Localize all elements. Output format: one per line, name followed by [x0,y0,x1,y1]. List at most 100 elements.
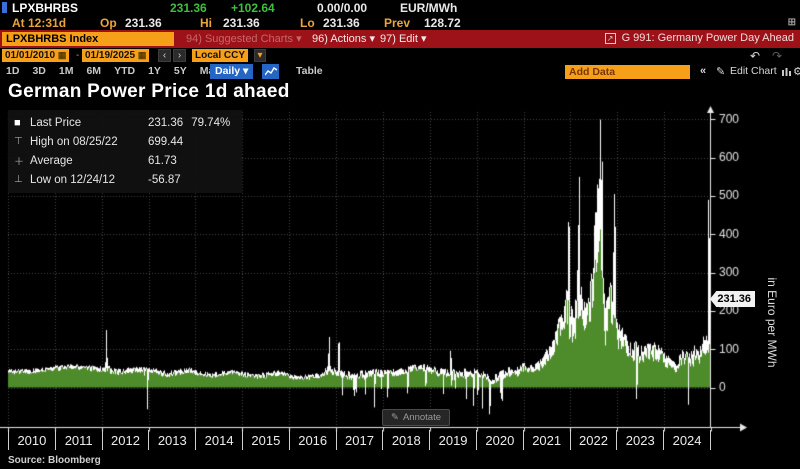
prev-label: Prev [384,16,411,30]
open-value: 231.36 [125,16,162,30]
page-function-label: G 991: Germany Power Day Ahead [621,32,794,44]
date-range-dash: - [76,50,80,61]
year-label-2015: 2015 [243,430,290,450]
calendar-icon[interactable]: ▦ [57,50,67,60]
series-swatch-icon: ■ [14,116,21,129]
year-label-2018: 2018 [383,430,431,450]
line-chart-type-button[interactable] [262,64,279,79]
legend-label: Average [30,154,73,167]
y-axis-label: in Euro per MWh [765,277,779,368]
date-from-input[interactable]: 01/01/2010 ▦ [2,49,70,62]
pencil-icon: ✎ [391,412,399,423]
period-tab-1d[interactable]: 1D [6,65,20,77]
period-tabs: 1D3D1M6MYTD1Y5YMax [6,65,220,77]
x-axis-year-labels: 2010 2011 2012 2013 2014 2015 2016 2017 2018 2019… [8,430,711,450]
period-toolbar: 1D3D1M6MYTD1Y5YMax Daily ▾ Table Add Dat… [0,64,800,81]
ticker-input[interactable]: LPXBHRBS Index [2,32,174,46]
period-tab-1y[interactable]: 1Y [148,65,161,77]
table-button[interactable]: Table [296,65,323,77]
year-label-2022: 2022 [571,430,618,450]
low-value: 231.36 [323,16,360,30]
quote-time: At 12:31d [12,16,67,30]
year-label-2021: 2021 [524,430,571,450]
export-icon: ↗ [604,32,616,44]
period-tab-ytd[interactable]: YTD [114,65,136,77]
period-tab-1m[interactable]: 1M [58,65,74,77]
chart-title: German Power Price 1d ahaed [8,81,290,102]
source-note: Source: Bloomberg [8,455,101,466]
legend-row: ■ Last Price 231.36 79.74% [14,113,236,132]
currency-dropdown-arrow[interactable]: ▾ [254,49,266,62]
legend-value: 61.73 [148,154,177,167]
edit-label: 97) Edit [380,33,418,45]
bid-ask: 0.00/0.00 [317,1,368,15]
year-label-2013: 2013 [149,430,197,450]
legend-row: ＋ Average 61.73 [14,151,236,170]
legend-row: ⊥ Low on 12/24/12 -56.87 [14,170,236,189]
undo-icon[interactable]: ↶ [750,49,761,63]
date-to-input[interactable]: 01/19/2025 ▦ [82,49,150,62]
year-label-2010: 2010 [9,430,56,450]
last-price: 231.36 [170,1,207,15]
year-label-2014: 2014 [196,430,243,450]
high-label: Hi [200,16,212,30]
legend-value: 231.36 [148,116,184,129]
price-unit: EUR/MWh [400,1,458,15]
calendar-icon[interactable]: ▦ [137,50,147,60]
frequency-value: Daily [215,65,241,77]
open-label: Op [100,16,117,30]
annotate-label: Annotate [402,412,442,423]
prev-value: 128.72 [424,16,461,30]
redo-icon[interactable]: ↷ [772,49,783,63]
gear-icon[interactable]: ⚙ [793,66,800,78]
year-label-2020: 2020 [477,430,524,450]
legend-value: -56.87 [148,173,181,186]
currency-select[interactable]: Local CCY [192,49,249,62]
monitor-icon[interactable]: ⊞ [787,17,796,28]
legend-value: 699.44 [148,135,184,148]
period-tab-3d[interactable]: 3D [32,65,46,77]
candle-chart-icon[interactable] [781,67,792,81]
low-label: Lo [300,16,315,30]
suggested-charts-menu[interactable]: 94) Suggested Charts ▾ [186,33,302,45]
date-forward-button[interactable]: › [173,49,186,62]
chart-legend[interactable]: ■ Last Price 231.36 79.74% ⊤ High on 08/25/22… [8,110,242,193]
actions-menu[interactable]: 96) Actions ▾ [312,33,375,45]
security-ticker[interactable]: LPXBHRBS [12,1,79,15]
quote-row-secondary: At 12:31d Op 231.36 Hi 231.36 Lo 231.36 … [0,15,800,30]
add-data-input[interactable]: Add Data [565,65,690,79]
year-label-2016: 2016 [290,430,337,450]
security-marker [2,2,7,13]
year-label-2011: 2011 [56,430,103,450]
price-change: +102.64 [231,1,275,15]
function-bar: LPXBHRBS Index 94) Suggested Charts ▾ 96… [0,30,800,48]
period-tab-5y[interactable]: 5Y [173,65,187,77]
low-marker-icon: ⊥ [14,174,23,185]
date-to-value: 01/19/2025 [85,50,136,61]
date-back-button[interactable]: ‹ [158,49,171,62]
period-tab-6m[interactable]: 6M [86,65,102,77]
legend-label: High on 08/25/22 [30,135,118,148]
last-price-axis-badge: 231.36 [710,291,755,307]
pencil-icon[interactable]: ✎ [716,66,726,78]
line-chart-icon [264,66,277,75]
annotate-button[interactable]: ✎ Annotate [382,409,451,426]
edit-chart-button[interactable]: Edit Chart [730,65,777,77]
avg-marker-icon: ＋ [14,157,24,168]
legend-label: Low on 12/24/12 [30,173,116,186]
year-label-2024: 2024 [664,430,711,450]
year-label-2017: 2017 [337,430,384,450]
year-label-2012: 2012 [103,430,150,450]
currency-value: Local CCY [195,50,246,61]
collapse-toolbar-button[interactable]: « [700,65,707,77]
page-function[interactable]: ↗ G 991: Germany Power Day Ahead [604,32,794,44]
edit-menu[interactable]: 97) Edit ▾ [380,33,427,45]
high-value: 231.36 [223,16,260,30]
legend-row: ⊤ High on 08/25/22 699.44 [14,132,236,151]
legend-extra-value: 79.74% [191,116,231,129]
quote-row-primary: LPXBHRBS 231.36 +102.64 0.00/0.00 EUR/MW… [0,0,800,28]
frequency-select[interactable]: Daily ▾ [210,64,254,79]
suggested-charts-label: 94) Suggested Charts [186,33,294,45]
year-label-2019: 2019 [430,430,477,450]
